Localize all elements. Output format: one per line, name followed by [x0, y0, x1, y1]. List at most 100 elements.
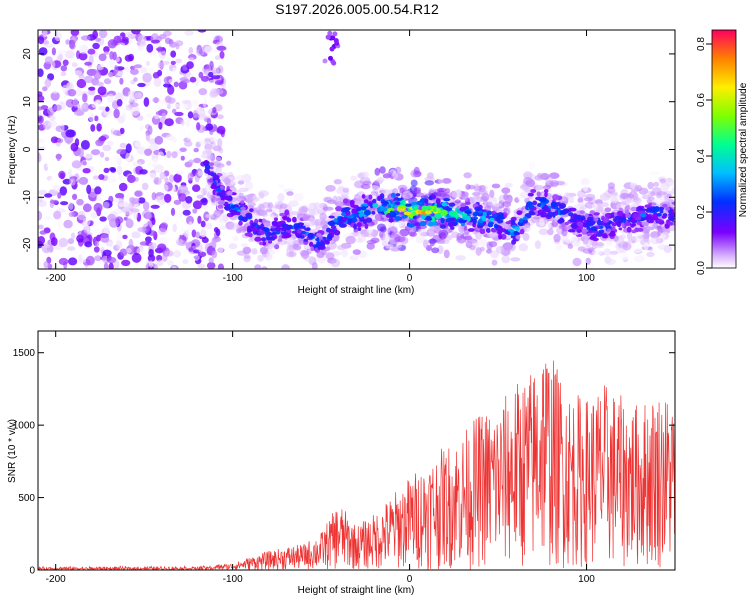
spectral-blob [230, 204, 236, 209]
y-tick-label: 20 [22, 48, 33, 60]
spectral-blob [86, 250, 94, 256]
spectral-blob [67, 89, 77, 97]
spectral-blob [238, 192, 245, 200]
spectral-blob [390, 192, 396, 198]
spectral-blob [70, 30, 80, 37]
spectral-blob [158, 200, 165, 206]
spectral-blob [216, 125, 226, 135]
spectral-blob [539, 197, 547, 203]
spectral-blob [630, 180, 636, 189]
spectral-blob [150, 39, 160, 44]
spectral-blob [347, 218, 353, 223]
spectral-blob [440, 217, 445, 224]
y-tick-label: 0 [22, 146, 33, 152]
spectral-blob [292, 216, 297, 223]
spectral-blob [196, 194, 204, 199]
spectral-blob [519, 228, 525, 235]
spectral-blob [92, 30, 98, 40]
spectral-blob [214, 55, 221, 60]
spectral-blob [395, 241, 403, 249]
spectral-blob [181, 99, 192, 105]
spectral-blob [617, 210, 624, 217]
spectral-blob [192, 200, 203, 210]
spectral-blob [198, 244, 203, 253]
spectral-blob [208, 71, 214, 78]
spectral-blob [188, 47, 194, 55]
spectral-blob [243, 254, 251, 260]
spectral-blob [196, 106, 203, 115]
spectral-blob [197, 170, 203, 177]
spectral-blob [248, 197, 260, 202]
spectral-blob [274, 217, 278, 221]
spectral-blob [108, 59, 116, 68]
spectral-blob [649, 171, 660, 176]
spectral-blob [139, 66, 147, 74]
spectral-blob [522, 232, 530, 241]
spectral-blob [308, 222, 315, 227]
spectral-blob [174, 111, 184, 117]
spectral-blob [333, 179, 342, 185]
spectral-blob [421, 205, 429, 211]
spectral-blob [166, 150, 172, 159]
spectral-blob [413, 166, 420, 175]
spectral-blob [212, 106, 217, 114]
spectral-blob [173, 173, 182, 183]
spectral-blob [627, 231, 633, 241]
spectral-blob [611, 222, 617, 227]
spectral-blob [542, 205, 547, 212]
spectral-blob [568, 207, 577, 212]
spectral-blob [254, 236, 262, 242]
spectral-blob [109, 51, 114, 60]
spectral-blob [70, 142, 79, 152]
spectral-blob [110, 167, 117, 173]
spectral-blob [579, 210, 585, 214]
y-tick-label: 500 [18, 493, 35, 504]
snr-frame [37, 330, 676, 571]
spectral-blob [52, 184, 61, 192]
spectral-blob [216, 244, 224, 253]
spectral-blob [645, 214, 653, 220]
spectral-blob [302, 215, 310, 221]
spectral-blob [379, 206, 388, 212]
spectral-blob [274, 244, 280, 250]
spectral-blob [271, 207, 280, 213]
spectral-blob [188, 221, 193, 230]
spectral-blob [201, 237, 209, 244]
spectral-blob [615, 248, 625, 254]
spectral-blob [530, 189, 537, 193]
spectral-blob [73, 109, 84, 116]
spectral-blob [523, 224, 531, 232]
spectral-blob [214, 104, 223, 112]
spectral-blob [334, 230, 341, 236]
spectral-blob [210, 171, 214, 177]
spectral-blob [298, 206, 308, 215]
spectral-blob [448, 210, 456, 217]
spectral-blob [98, 245, 106, 250]
spectral-blob [205, 123, 214, 131]
spectral-blob [305, 227, 311, 231]
spectral-blob [342, 198, 349, 204]
spectral-blob [463, 225, 468, 231]
spectral-blob [152, 72, 160, 79]
spectral-blob [354, 197, 366, 205]
spectral-blob [631, 217, 636, 223]
spectral-blob [225, 178, 231, 186]
spectral-blob [410, 179, 418, 187]
spectral-blob [144, 148, 153, 156]
spectral-blob [206, 118, 212, 126]
spectral-blob [72, 98, 79, 108]
spectral-blob [57, 192, 62, 199]
spectral-blob [263, 222, 271, 227]
snr-series-line [38, 360, 675, 570]
spectral-blob [544, 191, 548, 198]
spectral-blob [267, 240, 273, 244]
spectral-blob [425, 215, 432, 221]
spectral-blob [322, 206, 334, 211]
spectral-blob [395, 193, 401, 197]
spectral-blob [435, 198, 441, 205]
spectral-blob [83, 153, 94, 159]
x-tick-label: -200 [46, 273, 66, 284]
spectral-blob [77, 210, 86, 221]
spectral-blob [671, 184, 675, 191]
spectral-blob [327, 30, 333, 36]
